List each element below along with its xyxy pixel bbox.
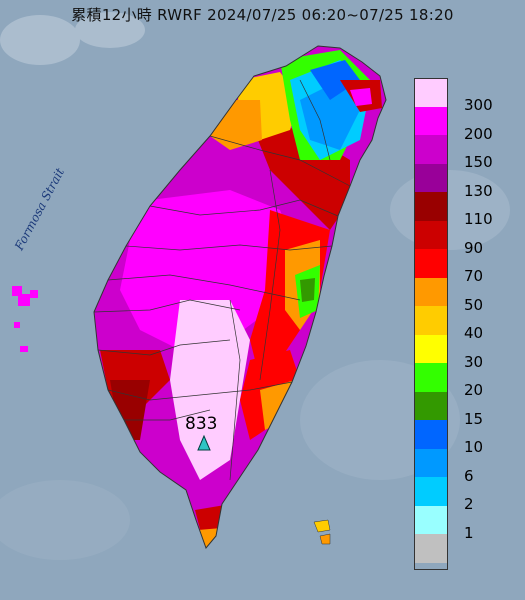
legend-row: 50 <box>414 277 514 314</box>
legend-label: 2 <box>464 495 474 513</box>
legend-row: 6 <box>414 448 514 485</box>
legend-label: 150 <box>464 153 493 171</box>
legend-swatch <box>414 534 448 563</box>
legend-swatch <box>414 192 448 221</box>
legend-label: 40 <box>464 324 484 342</box>
legend-row <box>414 534 514 563</box>
orchid-island <box>319 533 331 545</box>
legend-swatch <box>414 334 448 363</box>
legend-swatch <box>414 448 448 477</box>
legend-row: 15 <box>414 391 514 428</box>
taiwan-outline <box>93 45 387 549</box>
legend-swatch <box>414 505 448 534</box>
legend-row: 300 <box>414 78 514 114</box>
legend-label: 20 <box>464 381 484 399</box>
legend-swatch <box>414 135 448 164</box>
green-island <box>313 519 331 533</box>
legend-swatch <box>414 220 448 249</box>
legend-row: 130 <box>414 163 514 200</box>
legend-swatch <box>414 106 448 135</box>
penghu-islands <box>12 286 38 352</box>
county-borders <box>93 79 351 481</box>
legend-swatch <box>414 477 448 506</box>
legend-swatch <box>414 163 448 192</box>
legend-row: 70 <box>414 249 514 285</box>
legend-label: 130 <box>464 181 493 200</box>
rainfall-legend: 300 200 150 130 110 90 70 50 40 30 20 15 10 6 2 1 <box>414 78 514 563</box>
legend-label: 50 <box>464 295 484 314</box>
legend-label: 6 <box>464 466 474 485</box>
max-rainfall-triangle-icon <box>197 434 211 451</box>
legend-row: 2 <box>414 477 514 513</box>
legend-row: 90 <box>414 220 514 257</box>
legend-label: 15 <box>464 409 484 428</box>
legend-swatch <box>414 391 448 420</box>
legend-row: 200 <box>414 106 514 143</box>
legend-swatch <box>414 420 448 449</box>
legend-swatch <box>414 249 448 278</box>
legend-row: 150 <box>414 135 514 171</box>
legend-swatch <box>414 363 448 392</box>
legend-row: 110 <box>414 192 514 228</box>
legend-label: 30 <box>464 352 484 371</box>
legend-row: 30 <box>414 334 514 371</box>
legend-label: 200 <box>464 124 493 143</box>
legend-label: 110 <box>464 210 493 228</box>
legend-label: 70 <box>464 267 484 285</box>
legend-row: 10 <box>414 420 514 456</box>
legend-label: 90 <box>464 238 484 257</box>
legend-label: 1 <box>464 523 474 542</box>
legend-label: 300 <box>464 96 493 114</box>
legend-row: 20 <box>414 363 514 399</box>
max-rainfall-value: 833 <box>185 414 218 434</box>
legend-swatch <box>414 306 448 335</box>
legend-label: 10 <box>464 438 484 456</box>
legend-row: 1 <box>414 505 514 542</box>
map-title: 累積12小時 RWRF 2024/07/25 06:20~07/25 18:20 <box>71 6 454 24</box>
legend-swatch <box>414 78 448 107</box>
legend-row: 40 <box>414 306 514 342</box>
legend-swatch <box>414 277 448 306</box>
